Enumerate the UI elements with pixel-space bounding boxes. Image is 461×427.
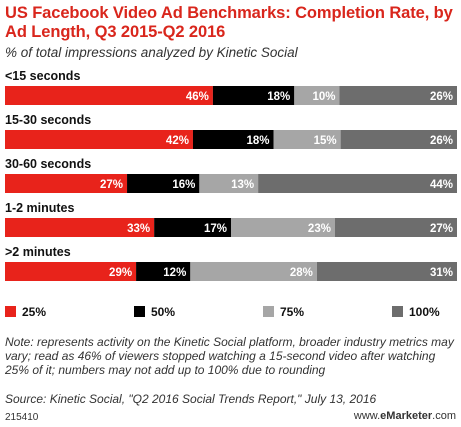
value-label: 26% [430,91,453,103]
bar-segment [316,262,457,281]
chart-subtitle: % of total impressions analyzed by Kinet… [5,45,298,60]
value-label: 28% [290,267,313,279]
stacked-bar-chart: <15 seconds 46% 18% 10% 26% 15-30 seconds 42% 1… [5,69,457,319]
value-label: 26% [430,135,453,147]
bar-segment [192,130,274,149]
value-label: 10% [312,91,335,103]
category-label: 30-60 seconds [5,157,91,171]
value-label: 29% [109,267,132,279]
legend-swatch [263,306,274,317]
value-label: 23% [308,223,331,235]
bar-segment [258,174,457,193]
chart-note: Note: represents activity on the Kinetic… [5,335,454,377]
value-label: 12% [163,267,186,279]
legend-label: 75% [280,305,304,319]
chart-id: 215410 [5,412,39,423]
brand-name: Marketer [386,410,433,422]
brand-link[interactable]: www.eMarketer.com [354,410,456,422]
value-label: 42% [166,135,189,147]
value-label: 33% [127,223,150,235]
category-label: 1-2 minutes [5,201,75,215]
bar-segment [231,218,335,237]
bar-segment [5,174,128,193]
chart-source: Source: Kinetic Social, "Q2 2016 Social … [5,392,377,406]
bar-segment [5,86,213,105]
value-label: 27% [430,223,453,235]
bar-segment [5,262,137,281]
value-label: 18% [267,91,290,103]
value-label: 46% [186,91,209,103]
bar-segment [334,218,457,237]
category-label: 15-30 seconds [5,113,91,127]
legend-label: 50% [151,305,175,319]
bar-segment [294,86,340,105]
bar-segment [136,262,191,281]
value-label: 15% [314,135,337,147]
value-label: 13% [231,179,254,191]
brand-prefix: www. [353,410,381,422]
chart-title: US Facebook Video Ad Benchmarks: Complet… [5,4,453,41]
value-label: 16% [172,179,195,191]
category-label: >2 minutes [5,245,71,259]
value-label: 18% [246,135,269,147]
value-label: 17% [204,223,227,235]
bar-segment [154,218,231,237]
bar-segment [199,174,259,193]
value-label: 31% [430,267,453,279]
bar-segment [5,218,155,237]
bar-segment [212,86,295,105]
bar-segment [339,86,457,105]
value-label: 44% [430,179,453,191]
brand-e: e [380,410,387,422]
legend-label: 100% [409,305,440,319]
bar-segment [273,130,341,149]
bar-segment [127,174,200,193]
bar-segment [190,262,317,281]
legend-swatch [134,306,145,317]
bar-segment [5,130,193,149]
category-label: <15 seconds [5,69,80,83]
brand-suffix: .com [432,410,456,422]
legend-label: 25% [22,305,46,319]
legend-swatch [5,306,16,317]
legend-swatch [392,306,403,317]
value-label: 27% [100,179,123,191]
bar-segment [340,130,457,149]
